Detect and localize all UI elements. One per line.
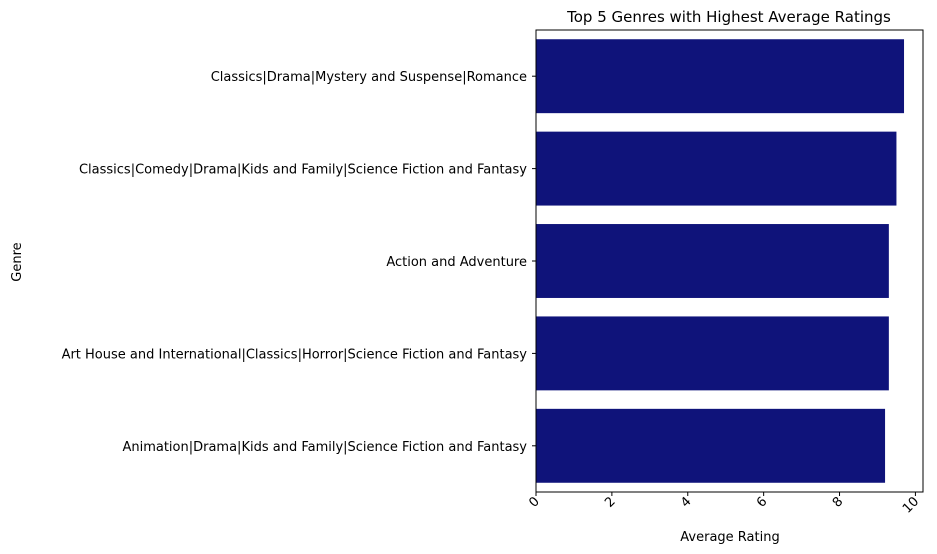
bar-2 <box>536 131 897 206</box>
bar-3 <box>536 224 889 298</box>
x-tick-label: 2 <box>602 494 618 510</box>
y-tick-label: Classics|Comedy|Drama|Kids and Family|Sc… <box>79 163 527 178</box>
y-tick-label: Action and Adventure <box>386 255 527 270</box>
x-tick-label: 8 <box>830 494 846 510</box>
x-ticks: 0 2 4 6 8 10 <box>526 492 922 517</box>
bar-5 <box>536 408 886 483</box>
x-tick-label: 10 <box>900 494 922 516</box>
bar-4 <box>536 316 889 391</box>
y-tick-label: Art House and International|Classics|Hor… <box>62 347 528 362</box>
bar-1 <box>536 39 905 114</box>
y-tick-labels: Classics|Drama|Mystery and Suspense|Roma… <box>62 70 536 455</box>
x-tick-label: 0 <box>526 494 542 510</box>
x-tick-label: 4 <box>678 494 694 510</box>
x-tick-label: 6 <box>754 494 770 510</box>
y-tick-label: Animation|Drama|Kids and Family|Science … <box>122 440 527 455</box>
bar-group <box>536 39 905 483</box>
y-tick-label: Classics|Drama|Mystery and Suspense|Roma… <box>211 70 527 85</box>
plot-frame <box>535 29 924 493</box>
y-axis-label: Genre <box>10 242 25 281</box>
chart-title: Top 5 Genres with Highest Average Rating… <box>566 8 891 26</box>
x-axis-label: Average Rating <box>680 530 779 545</box>
